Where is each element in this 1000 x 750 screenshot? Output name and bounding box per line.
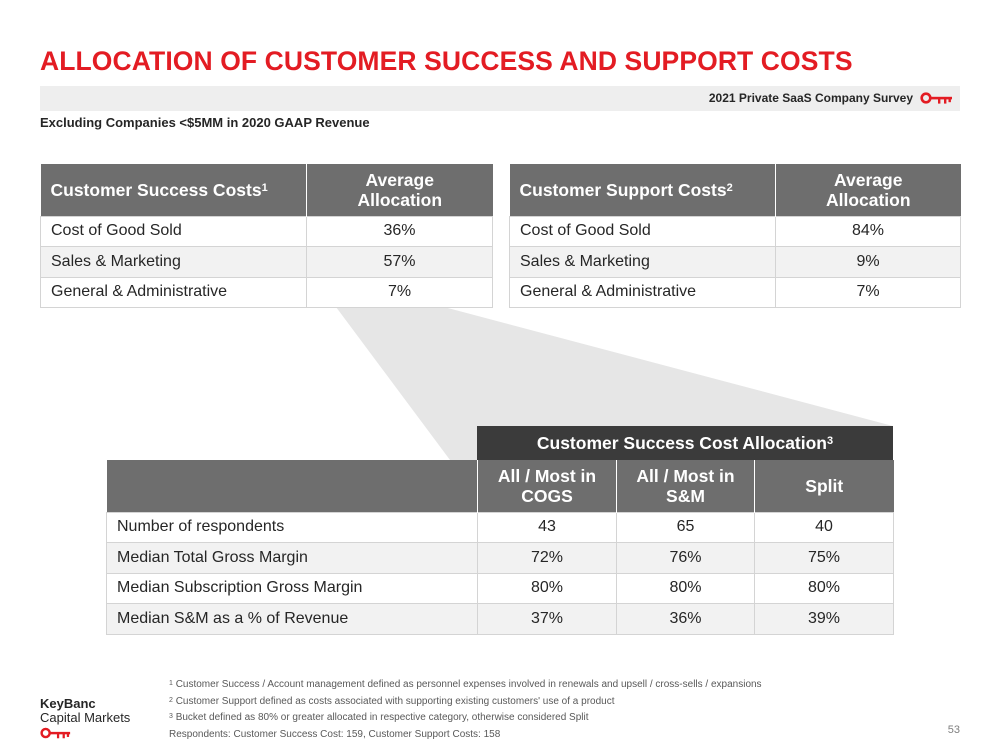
row-value: 7% [306, 276, 493, 308]
cell-value: 72% [477, 542, 617, 574]
respondents-note: Respondents: Customer Success Cost: 159,… [169, 728, 501, 740]
table-row: General & Administrative 7% [509, 276, 961, 308]
empty-header-cell [106, 460, 478, 512]
page-number: 53 [947, 724, 960, 736]
key-icon [40, 727, 71, 739]
brand-name: KeyBanc [40, 696, 96, 711]
row-value: 84% [775, 215, 961, 247]
row-label: Number of respondents [106, 511, 478, 543]
row-value: 7% [775, 276, 961, 308]
table-row: Cost of Good Sold 36% [40, 215, 493, 247]
customer-support-header: Customer Support Costs2 [509, 164, 776, 216]
cell-value: 80% [754, 572, 894, 604]
row-label: Cost of Good Sold [40, 215, 307, 247]
table-row: Cost of Good Sold 84% [509, 215, 961, 247]
cell-value: 76% [616, 542, 755, 574]
row-label: Sales & Marketing [509, 246, 776, 278]
row-label: Median S&M as a % of Revenue [106, 603, 478, 635]
cell-value: 80% [616, 572, 755, 604]
survey-label: 2021 Private SaaS Company Survey [708, 91, 913, 105]
brand-sub: Capital Markets [40, 710, 131, 725]
subtitle: Excluding Companies <$5MM in 2020 GAAP R… [40, 115, 370, 130]
row-label: General & Administrative [40, 276, 307, 308]
col-header-split: Split [754, 460, 894, 512]
table-row: General & Administrative 7% [40, 276, 493, 308]
customer-support-costs-table: Customer Support Costs2 Average Allocatio… [509, 164, 961, 308]
table-row: Median Subscription Gross Margin 80% 80%… [106, 572, 894, 604]
footnote: 2 Customer Support defined as costs asso… [169, 695, 615, 707]
cell-value: 43 [477, 511, 617, 543]
row-label: General & Administrative [509, 276, 776, 308]
row-value: 36% [306, 215, 493, 247]
footnote: 3 Bucket defined as 80% or greater alloc… [169, 712, 589, 723]
table-row: Number of respondents 43 65 40 [106, 511, 894, 543]
row-label: Sales & Marketing [40, 246, 307, 278]
footnotes: 1 Customer Success / Account management … [169, 677, 762, 743]
col-header-sm: All / Most in S&M [616, 460, 755, 512]
row-label: Median Total Gross Margin [106, 542, 478, 574]
footnote: 1 Customer Success / Account management … [169, 679, 762, 690]
table-row: Sales & Marketing 57% [40, 246, 493, 278]
average-allocation-header: Average Allocation [306, 164, 493, 216]
key-icon [920, 92, 952, 104]
allocation-group-header: Customer Success Cost Allocation3 [477, 426, 893, 460]
cell-value: 65 [616, 511, 755, 543]
table-row: Median S&M as a % of Revenue 37% 36% 39% [106, 603, 894, 635]
cell-value: 37% [477, 603, 617, 635]
allocation-table: All / Most in COGS All / Most in S&M Split… [106, 460, 894, 635]
cell-value: 80% [477, 572, 617, 604]
page-title: ALLOCATION OF CUSTOMER SUCCESS AND SUPPO… [40, 46, 853, 76]
row-label: Median Subscription Gross Margin [106, 572, 478, 604]
row-value: 9% [775, 246, 961, 278]
customer-success-costs-table: Customer Success Costs1 Average Allocatio… [40, 164, 493, 308]
cell-value: 75% [754, 542, 894, 574]
row-value: 57% [306, 246, 493, 278]
brand-logo: KeyBanc Capital Markets [40, 697, 130, 742]
average-allocation-header: Average Allocation [775, 164, 961, 216]
col-header-cogs: All / Most in COGS [477, 460, 617, 512]
cell-value: 36% [616, 603, 755, 635]
cell-value: 40 [754, 511, 894, 543]
customer-success-header: Customer Success Costs1 [40, 164, 307, 216]
survey-band: 2021 Private SaaS Company Survey [40, 86, 960, 111]
table-row: Median Total Gross Margin 72% 76% 75% [106, 542, 894, 574]
row-label: Cost of Good Sold [509, 215, 776, 247]
cell-value: 39% [754, 603, 894, 635]
table-row: Sales & Marketing 9% [509, 246, 961, 278]
